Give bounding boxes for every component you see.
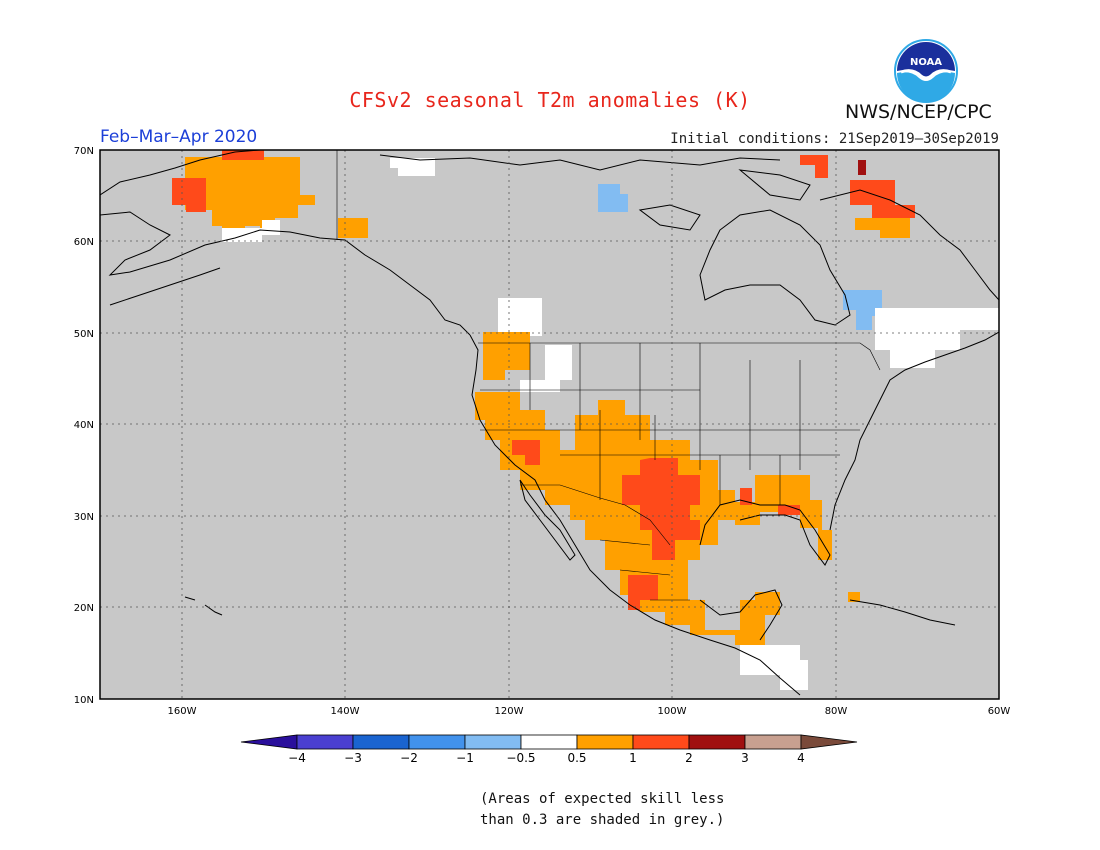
lon-label: 120W <box>495 706 524 717</box>
colorbar-box <box>688 734 746 750</box>
colorbar-box <box>632 734 690 750</box>
lon-label: 140W <box>331 706 360 717</box>
texas-red-patch <box>622 458 700 560</box>
caribbean <box>849 599 956 626</box>
logo-text: NOAA <box>910 57 942 68</box>
colorbar-tick-label: −4 <box>288 751 306 765</box>
colorbar-box <box>744 734 802 750</box>
lon-label: 80W <box>825 706 848 717</box>
pacific-nw-patch <box>483 332 530 380</box>
baffin-orange-patch <box>855 218 910 238</box>
lat-label: 50N <box>74 329 94 340</box>
alaska-coast <box>100 150 471 336</box>
baja-california <box>519 479 576 561</box>
alaska-warm-patch <box>185 157 315 232</box>
colorbar: −4 −3 −2 −1 −0.5 0.5 1 2 3 4 <box>240 734 858 765</box>
aleutians <box>109 267 221 306</box>
southwest-red-patch <box>512 440 540 465</box>
colorbar-tick-label: −3 <box>344 751 362 765</box>
lon-label: 160W <box>168 706 197 717</box>
initial-conditions-label: Initial conditions: 21Sep2019–30Sep2019 <box>670 131 999 147</box>
lat-label: 40N <box>74 420 94 431</box>
arctic-islands <box>379 154 999 301</box>
period-label: Feb–Mar–Apr 2020 <box>100 127 258 147</box>
colorbar-tick-label: −0.5 <box>506 751 535 765</box>
ellesmere-darkred <box>858 160 866 175</box>
colorbar-box <box>352 734 410 750</box>
map-frame <box>99 149 1000 700</box>
coastlines <box>100 150 999 696</box>
organization-label: NWS/NCEP/CPC <box>845 101 992 123</box>
lat-label: 60N <box>74 237 94 248</box>
lon-label: 60W <box>988 706 1011 717</box>
noaa-logo: NOAA <box>893 38 959 108</box>
us-canada-border <box>478 342 881 371</box>
quebec-white-patch <box>875 308 999 368</box>
yucatan-coast <box>699 589 783 641</box>
lat-label: 30N <box>74 512 94 523</box>
political-borders <box>336 150 881 601</box>
colorbar-tick-label: 1 <box>629 751 637 765</box>
florida-red-patch <box>778 505 800 515</box>
skill-note-line2: than 0.3 are shaded in grey.) <box>480 812 725 828</box>
alaska-red-patch <box>172 178 206 212</box>
longitude-labels: 160W 140W 120W 100W 80W 60W <box>168 706 1011 717</box>
east-coast <box>829 331 999 531</box>
gulf-coast <box>699 499 831 566</box>
colorbar-box <box>576 734 634 750</box>
cuba-orange <box>848 592 860 602</box>
ellesmere-red-patch <box>800 155 828 178</box>
nw-white-patch <box>545 345 572 380</box>
colorbar-triangle-high <box>800 734 858 750</box>
colorbar-box <box>520 734 578 750</box>
central-america-white <box>740 645 808 690</box>
mexico-red-patch <box>628 575 658 610</box>
labrador-blue-patch <box>843 290 882 330</box>
beaufort-white-patch <box>390 158 435 176</box>
lat-label: 10N <box>74 695 94 706</box>
nunavut-blue-patch <box>598 184 628 212</box>
lat-label: 20N <box>74 603 94 614</box>
west-coast <box>469 334 801 696</box>
colorbar-box <box>408 734 466 750</box>
lat-label: 70N <box>74 146 94 157</box>
us-mexico-border <box>520 484 671 546</box>
alaska-white-patch <box>222 220 280 242</box>
colorbar-tick-label: 2 <box>685 751 693 765</box>
hudson-bay <box>699 209 851 326</box>
colorbar-tick-label: 3 <box>741 751 749 765</box>
colorbar-tick-label: 0.5 <box>567 751 586 765</box>
state-lines <box>480 343 860 505</box>
skill-note-line1: (Areas of expected skill less <box>480 791 725 807</box>
map-title: CFSv2 seasonal T2m anomalies (K) <box>349 88 751 112</box>
mexico-states <box>599 539 690 601</box>
baffin-red-patch <box>850 180 915 218</box>
gulf-alaska-patch <box>338 218 368 238</box>
colorbar-box <box>296 734 354 750</box>
colorbar-box <box>464 734 522 750</box>
graticule <box>100 150 999 699</box>
lon-label: 100W <box>658 706 687 717</box>
colorbar-tick-label: −2 <box>400 751 418 765</box>
colorbar-tick-label: 4 <box>797 751 805 765</box>
colorbar-triangle-low <box>240 734 298 750</box>
latitude-labels: 10N 20N 30N 40N 50N 60N 70N <box>74 146 94 706</box>
colorbar-tick-label: −1 <box>456 751 474 765</box>
